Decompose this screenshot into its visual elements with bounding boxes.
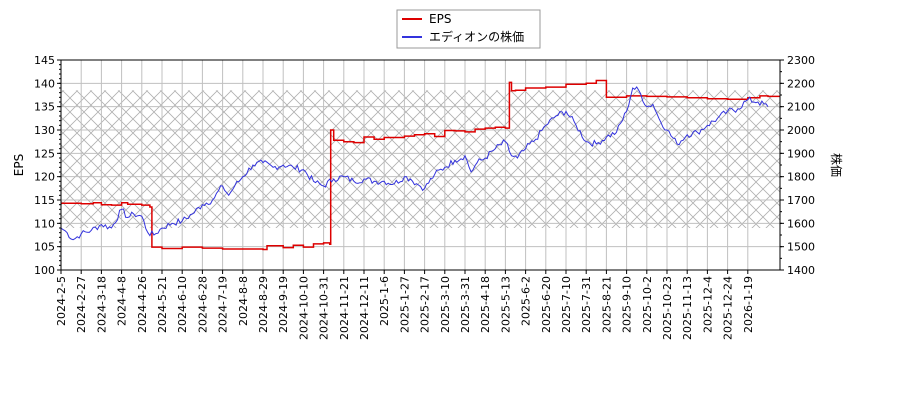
eps-line [61, 79, 780, 251]
legend-label: EPS [429, 12, 451, 26]
legend: EPS エディオンの株価 [396, 9, 541, 49]
x-tick-label: 2024-10-10 [297, 276, 310, 340]
x-tick-label: 2024-12-11 [358, 276, 371, 340]
x-tick-label: 2025-7-10 [560, 276, 573, 333]
x-tick-label: 2025-7-31 [580, 276, 593, 333]
x-tick-label: 2024-8-8 [237, 276, 250, 326]
x-tick-label: 2024-4-8 [116, 276, 129, 326]
y-right-tick-label: 2100 [787, 101, 815, 114]
x-tick-label: 2024-4-26 [136, 276, 149, 333]
series-lines [60, 79, 780, 251]
legend-label: エディオンの株価 [429, 29, 524, 44]
x-tick-label: 2024-6-28 [196, 276, 209, 333]
y-left-tick-label: 140 [34, 77, 55, 90]
x-tick-label: 2024-3-18 [95, 276, 108, 333]
y-right-tick-label: 1400 [787, 264, 815, 277]
y-left-tick-label: 115 [34, 194, 55, 207]
x-tick-label: 2024-11-21 [338, 276, 351, 340]
x-tick-label: 2024-9-19 [277, 276, 290, 333]
y-right-tick-label: 2300 [787, 54, 815, 67]
x-tick-label: 2025-12-24 [722, 276, 735, 340]
x-tick-label: 2025-6-20 [540, 276, 553, 333]
x-tick-label: 2025-2-17 [419, 276, 432, 333]
y-left-tick-label: 145 [34, 54, 55, 67]
x-tick-label: 2026-1-19 [742, 276, 755, 333]
x-tick-label: 2024-10-31 [318, 276, 331, 340]
y-right-tick-label: 1600 [787, 217, 815, 230]
x-tick-label: 2025-8-21 [600, 276, 613, 333]
x-tick-label: 2024-2-27 [75, 276, 88, 333]
x-tick-label: 2025-3-10 [439, 276, 452, 333]
y-right-axis-title: 株価 [829, 153, 844, 177]
x-tick-label: 2024-6-10 [176, 276, 189, 333]
plot-area [61, 60, 780, 270]
y-left-tick-label: 100 [34, 264, 55, 277]
x-tick-label: 2024-5-21 [156, 276, 169, 333]
y-right-tick-label: 1800 [787, 171, 815, 184]
x-tick-label: 2024-2-5 [55, 276, 68, 326]
x-tick-label: 2025-1-6 [378, 276, 391, 326]
x-tick-label: 2024-8-29 [257, 276, 270, 333]
x-tick-label: 2025-3-31 [459, 276, 472, 333]
y-right-tick-label: 1500 [787, 241, 815, 254]
x-tick-label: 2025-1-27 [398, 276, 411, 333]
y-left-tick-label: 125 [34, 147, 55, 160]
x-tick-label: 2025-10-23 [661, 276, 674, 340]
y-left-tick-label: 110 [34, 217, 55, 230]
y-left-tick-label: 135 [34, 101, 55, 114]
x-tick-label: 2025-5-13 [499, 276, 512, 333]
y-left-tick-label: 105 [34, 241, 55, 254]
x-tick-label: 2025-9-10 [621, 276, 634, 333]
y-right-tick-label: 2200 [787, 77, 815, 90]
x-tick-label: 2025-11-13 [681, 276, 694, 340]
x-tick-label: 2025-12-4 [701, 276, 714, 333]
x-tick-label: 2024-7-19 [217, 276, 230, 333]
y-right-tick-label: 1900 [787, 147, 815, 160]
x-tick-label: 2025-6-2 [520, 276, 533, 326]
y-left-axis-title: EPS [12, 154, 26, 176]
x-tick-label: 2025-4-18 [479, 276, 492, 333]
axes: 100 105 110 115 120 125 130 135 140 145 1400 1500 16… [12, 54, 844, 340]
x-tick-label: 2025-10-2 [641, 276, 654, 333]
shaded-range-band [61, 90, 780, 228]
y-right-tick-label: 1700 [787, 194, 815, 207]
y-left-tick-label: 130 [34, 124, 55, 137]
y-left-tick-label: 120 [34, 171, 55, 184]
y-right-tick-label: 2000 [787, 124, 815, 137]
stock-price-line [60, 86, 769, 241]
